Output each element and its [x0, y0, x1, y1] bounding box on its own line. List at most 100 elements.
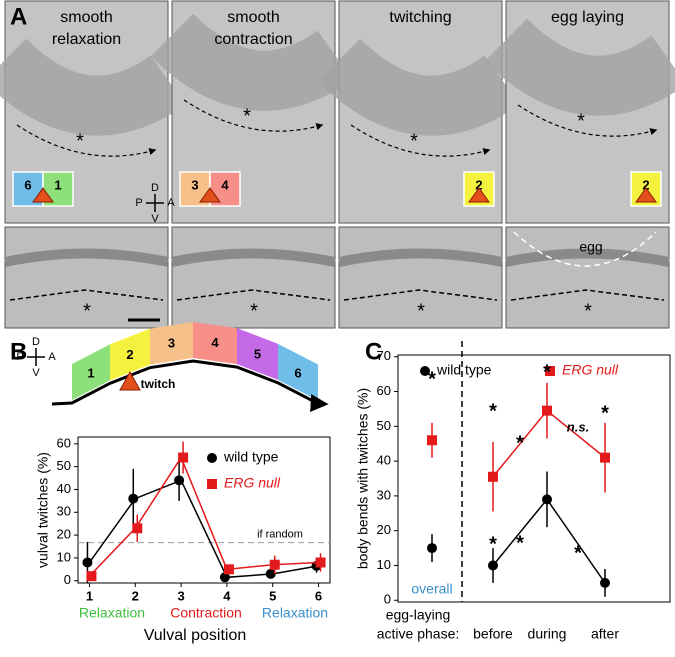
- worm-body: [484, 18, 675, 116]
- micrograph-zoom: [171, 226, 336, 329]
- legend-label: wild type: [223, 449, 279, 465]
- y-tick-label: 50: [377, 418, 391, 433]
- y-tick-label: 20: [377, 522, 391, 537]
- significance-star: *: [489, 533, 497, 555]
- egg-outline: [513, 231, 657, 267]
- ns-label: n.s.: [567, 419, 589, 434]
- x-tick-label: 6: [315, 588, 322, 603]
- vulva-star: *: [76, 130, 84, 152]
- reference-label: if random: [257, 529, 303, 541]
- label: D: [151, 182, 159, 194]
- segment-label: 1: [54, 177, 61, 192]
- cuticle-line: [176, 289, 331, 301]
- point: [427, 435, 437, 446]
- body-edge: [170, 248, 337, 267]
- group-label: Contraction: [170, 605, 242, 621]
- cuticle-line: [510, 289, 665, 301]
- group-label: Relaxation: [79, 605, 145, 621]
- y-tick-label: 60: [57, 435, 71, 450]
- label: P: [135, 197, 142, 209]
- point: [542, 405, 552, 416]
- egg-label: egg: [579, 239, 602, 255]
- trajectory: [350, 124, 491, 157]
- legend-swatch: [207, 453, 217, 463]
- vulva-star: *: [584, 300, 592, 322]
- point: [132, 523, 143, 534]
- label: P: [16, 351, 23, 363]
- segment-label: 6: [24, 177, 31, 192]
- point: [178, 452, 189, 463]
- point: [488, 471, 498, 482]
- segment-label: 5: [254, 346, 261, 361]
- worm-body: [317, 38, 520, 136]
- label: D: [32, 336, 40, 348]
- x-tick-label: 5: [269, 588, 276, 603]
- y-tick-label: 10: [377, 557, 391, 572]
- column-title: egg laying: [551, 9, 624, 26]
- trajectory: [517, 104, 658, 137]
- micrograph-zoom: [4, 226, 169, 329]
- plot-frame: [77, 436, 331, 584]
- cuticle-line: [9, 289, 164, 301]
- series-line: [492, 498, 606, 584]
- vulva-star: *: [577, 110, 585, 132]
- vulva-icon: [32, 187, 54, 203]
- segment-label: 2: [475, 177, 482, 192]
- body-segment: [150, 322, 193, 365]
- y-tick-label: 0: [384, 592, 391, 607]
- significance-star: *: [601, 402, 609, 424]
- x-tick-label: 2: [132, 588, 139, 603]
- column-title: contraction: [214, 31, 292, 48]
- point: [174, 475, 185, 486]
- series-line: [88, 479, 319, 579]
- y-axis-title: vulval twitches (%): [35, 452, 51, 568]
- column-title: relaxation: [52, 31, 121, 48]
- y-tick-label: 0: [64, 572, 71, 587]
- y-tick-label: 60: [377, 383, 391, 398]
- x-tick-label: 3: [177, 588, 184, 603]
- panel-label: A: [10, 3, 27, 30]
- body-segment: [193, 322, 237, 365]
- point: [600, 452, 610, 463]
- legend-label: wild type: [436, 362, 492, 378]
- vulva-icon: [635, 187, 657, 203]
- x-axis-label: egg-laying: [386, 607, 451, 623]
- vulva-star: *: [410, 130, 418, 152]
- label: A: [48, 351, 56, 363]
- vulva-star: *: [250, 300, 258, 322]
- segment-label: 2: [642, 177, 649, 192]
- body-segment: [110, 328, 150, 381]
- vulva-icon: [119, 370, 141, 391]
- point: [128, 493, 139, 504]
- point: [265, 568, 276, 579]
- vulva-star: *: [417, 300, 425, 322]
- trajectory: [16, 124, 157, 157]
- legend-label: ERG null: [224, 475, 281, 491]
- y-tick-label: 30: [377, 487, 391, 502]
- column-title: smooth: [227, 9, 279, 26]
- significance-star: *: [489, 400, 497, 422]
- y-tick-label: 40: [57, 481, 71, 496]
- category-label-inside: overall: [411, 581, 452, 597]
- segment-label: 3: [168, 335, 175, 350]
- segment-label: 3: [191, 177, 198, 192]
- segment-label: 4: [221, 177, 229, 192]
- y-tick-label: 30: [57, 504, 71, 519]
- point: [219, 572, 230, 583]
- significance-star: *: [516, 532, 524, 554]
- significance-star: *: [574, 542, 582, 564]
- vulva-icon: [468, 187, 490, 203]
- significance-star: *: [516, 432, 524, 454]
- micrograph-zoom: [338, 226, 503, 329]
- body-edge: [504, 248, 671, 267]
- body-segment: [237, 328, 278, 380]
- significance-star: *: [543, 361, 551, 383]
- label: A: [167, 197, 175, 209]
- vulva-icon: [199, 187, 221, 203]
- vulva-star: *: [243, 105, 251, 127]
- x-tick-label: during: [528, 626, 567, 642]
- point: [86, 571, 97, 582]
- body-edge: [337, 248, 504, 267]
- body-segment: [278, 343, 318, 401]
- series-line: [88, 455, 319, 577]
